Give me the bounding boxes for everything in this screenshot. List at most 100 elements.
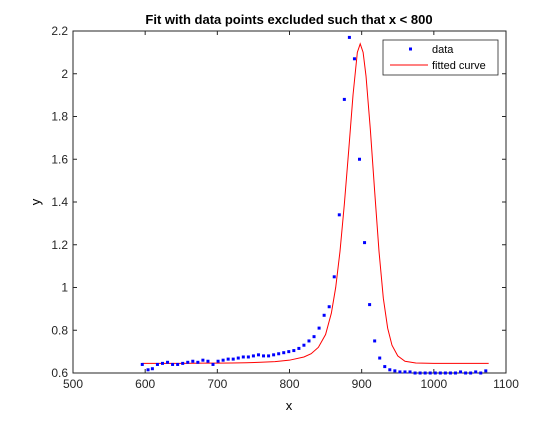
- data-point: [267, 354, 271, 358]
- data-point: [211, 362, 215, 366]
- data-point: [251, 354, 255, 358]
- data-point: [474, 370, 478, 374]
- data-point: [277, 352, 281, 356]
- data-point: [272, 353, 276, 357]
- data-point: [236, 356, 240, 360]
- legend-label-fitted-curve: fitted curve: [432, 60, 486, 72]
- fitted-curve-line: [142, 42, 489, 364]
- data-point: [368, 303, 372, 307]
- y-tick-label: 1.2: [51, 238, 68, 252]
- data-point: [226, 357, 230, 361]
- data-point: [146, 368, 150, 372]
- data-point: [307, 339, 311, 343]
- data-point: [176, 362, 180, 366]
- legend-box: [382, 39, 499, 76]
- data-point: [443, 371, 447, 375]
- data-point: [337, 213, 341, 217]
- data-point: [221, 358, 225, 362]
- data-point: [413, 371, 417, 375]
- data-point: [378, 356, 382, 360]
- x-axis: 500 600 700 800 900 1000 1100: [63, 31, 519, 391]
- data-point: [388, 368, 392, 372]
- data-point: [459, 370, 463, 374]
- data-point: [292, 349, 296, 353]
- data-point: [428, 371, 432, 375]
- data-point: [160, 361, 164, 365]
- y-tick-label: 1.6: [51, 152, 68, 166]
- data-point: [181, 361, 185, 365]
- data-point: [166, 360, 170, 364]
- y-tick-label: 2: [61, 67, 68, 81]
- data-point: [408, 370, 412, 374]
- chart-title: Fit with data points excluded such that …: [145, 12, 432, 27]
- data-point: [317, 326, 321, 330]
- data-point: [469, 371, 473, 375]
- x-tick-label: 900: [352, 377, 372, 391]
- data-point: [150, 367, 154, 371]
- data-point: [216, 359, 220, 363]
- data-point: [358, 157, 361, 161]
- x-tick-label: 1100: [493, 377, 519, 391]
- x-tick-label: 500: [63, 377, 83, 391]
- data-point: [403, 370, 407, 374]
- data-point: [423, 371, 427, 375]
- data-point: [322, 313, 326, 317]
- series: [140, 35, 489, 375]
- data-point: [206, 359, 210, 363]
- x-tick-label: 600: [135, 377, 155, 391]
- data-point: [256, 353, 260, 357]
- data-point: [302, 343, 306, 347]
- x-tick-label: 800: [279, 377, 299, 391]
- data-point: [287, 350, 291, 354]
- data-point: [332, 275, 336, 279]
- x-tick-label: 700: [207, 377, 227, 391]
- data-point: [171, 362, 175, 366]
- legend-label-data: data: [432, 44, 454, 56]
- data-point: [347, 35, 351, 39]
- data-point: [352, 57, 356, 61]
- legend-marker-data: [409, 47, 412, 51]
- data-point: [342, 97, 346, 101]
- data-point: [297, 346, 301, 350]
- data-point: [448, 371, 452, 375]
- y-axis: 0.6 0.8 1 1.2 1.4 1.6 1.8 2 2.2: [51, 24, 506, 380]
- y-tick-label: 1.8: [51, 110, 68, 124]
- data-point: [398, 370, 402, 374]
- data-point: [241, 355, 245, 359]
- plot-area-frame: [72, 30, 507, 374]
- data-point: [383, 365, 387, 369]
- data-point: [191, 359, 195, 363]
- data-point: [433, 371, 437, 375]
- data-point: [373, 339, 377, 343]
- y-tick-label: 1: [61, 281, 68, 295]
- data-point: [201, 358, 205, 362]
- data-point: [327, 305, 331, 309]
- axes: [72, 30, 507, 374]
- data-point: [312, 335, 316, 339]
- data-point: [393, 369, 397, 373]
- data-point: [196, 360, 200, 364]
- data-point: [140, 362, 144, 366]
- data-point: [479, 371, 483, 375]
- data-point: [155, 362, 159, 366]
- data-point: [438, 371, 442, 375]
- data-point: [363, 241, 367, 245]
- data-point: [484, 369, 488, 373]
- data-point: [231, 357, 235, 361]
- data-point: [453, 371, 457, 375]
- data-point: [186, 360, 190, 364]
- x-tick-label: 1000: [420, 377, 447, 391]
- data-point: [262, 354, 266, 358]
- x-axis-label: x: [286, 398, 293, 413]
- data-point: [464, 371, 468, 375]
- y-tick-label: 2.2: [51, 24, 68, 38]
- y-tick-label: 1.4: [51, 195, 68, 209]
- data-point: [282, 351, 286, 355]
- y-tick-label: 0.6: [51, 366, 68, 380]
- y-axis-label: y: [28, 198, 43, 205]
- data-point: [246, 355, 250, 359]
- legend: data fitted curve: [382, 39, 499, 76]
- y-tick-label: 0.8: [51, 323, 68, 337]
